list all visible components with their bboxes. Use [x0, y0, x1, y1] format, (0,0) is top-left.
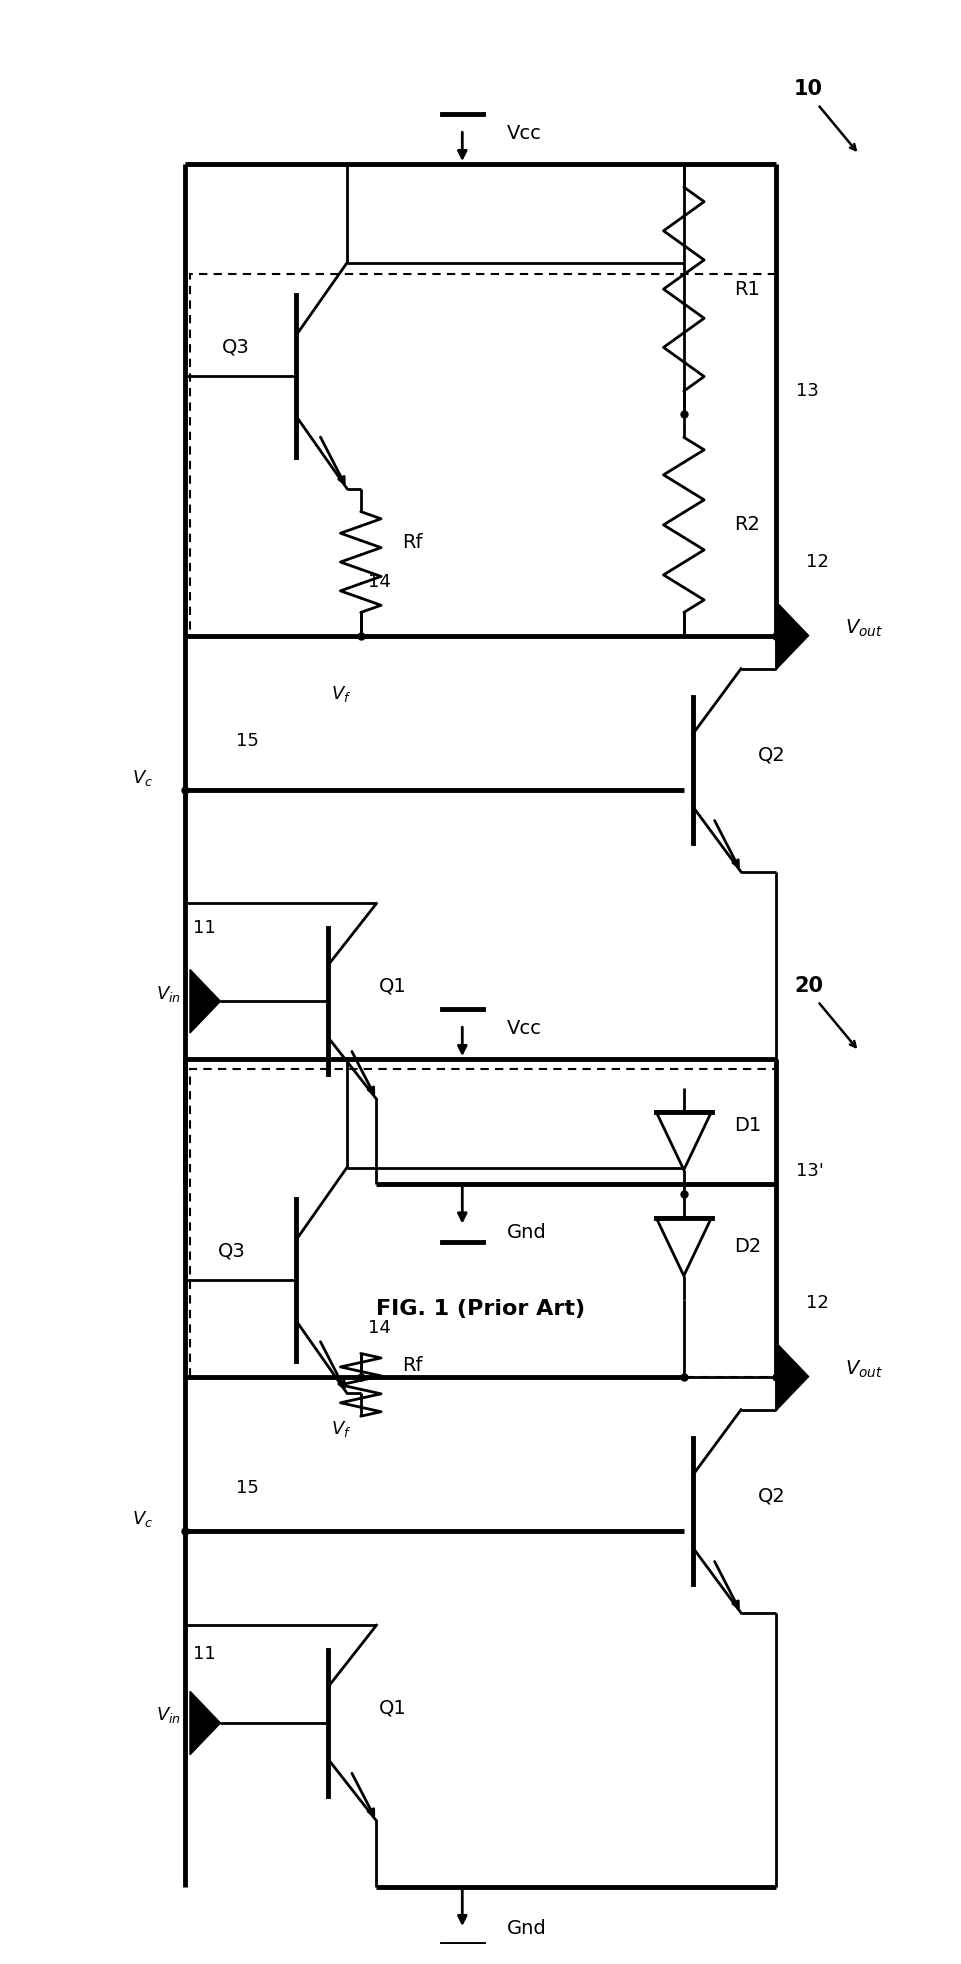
- Text: Gnd: Gnd: [506, 1919, 546, 1938]
- Text: Q1: Q1: [379, 1699, 407, 1717]
- Text: Q2: Q2: [757, 746, 785, 764]
- Text: $V_{out}$: $V_{out}$: [845, 1359, 883, 1379]
- Text: Q2: Q2: [757, 1487, 785, 1504]
- Text: D2: D2: [734, 1237, 761, 1257]
- Text: $V_c$: $V_c$: [132, 1508, 153, 1530]
- Bar: [190, 273, 776, 636]
- Text: 14: 14: [368, 1320, 391, 1337]
- Text: $V_{out}$: $V_{out}$: [845, 617, 883, 638]
- Polygon shape: [776, 601, 808, 670]
- Text: 13: 13: [796, 383, 819, 401]
- Text: Q1: Q1: [379, 976, 407, 996]
- Text: 15: 15: [236, 733, 259, 750]
- Text: 12: 12: [805, 1294, 828, 1312]
- Text: D1: D1: [734, 1116, 761, 1135]
- Bar: [190, 1068, 776, 1377]
- Text: Q3: Q3: [217, 1241, 245, 1261]
- Text: R1: R1: [734, 279, 760, 299]
- Text: Rf: Rf: [402, 1355, 423, 1375]
- Text: 10: 10: [794, 79, 823, 98]
- Text: Rf: Rf: [402, 534, 423, 552]
- Polygon shape: [776, 1343, 808, 1410]
- Text: 11: 11: [193, 1644, 216, 1664]
- Text: Q3: Q3: [222, 338, 250, 355]
- Text: 14: 14: [368, 573, 391, 591]
- Text: FIG. 1 (Prior Art): FIG. 1 (Prior Art): [376, 1300, 585, 1320]
- Text: $V_f$: $V_f$: [331, 683, 352, 703]
- Text: 12: 12: [805, 554, 828, 572]
- Text: 13': 13': [796, 1161, 824, 1180]
- Polygon shape: [190, 970, 220, 1033]
- Text: 20: 20: [794, 976, 823, 996]
- Text: 15: 15: [236, 1479, 259, 1497]
- Text: $V_{in}$: $V_{in}$: [156, 1705, 181, 1724]
- Text: 11: 11: [193, 919, 216, 937]
- Text: $V_{in}$: $V_{in}$: [156, 984, 181, 1004]
- Polygon shape: [190, 1691, 220, 1754]
- Text: $V_f$: $V_f$: [331, 1418, 352, 1440]
- Text: R2: R2: [734, 515, 760, 534]
- Text: Gnd: Gnd: [506, 1224, 546, 1241]
- Text: $V_c$: $V_c$: [132, 768, 153, 788]
- Text: Vcc: Vcc: [506, 124, 541, 143]
- Text: Vcc: Vcc: [506, 1019, 541, 1037]
